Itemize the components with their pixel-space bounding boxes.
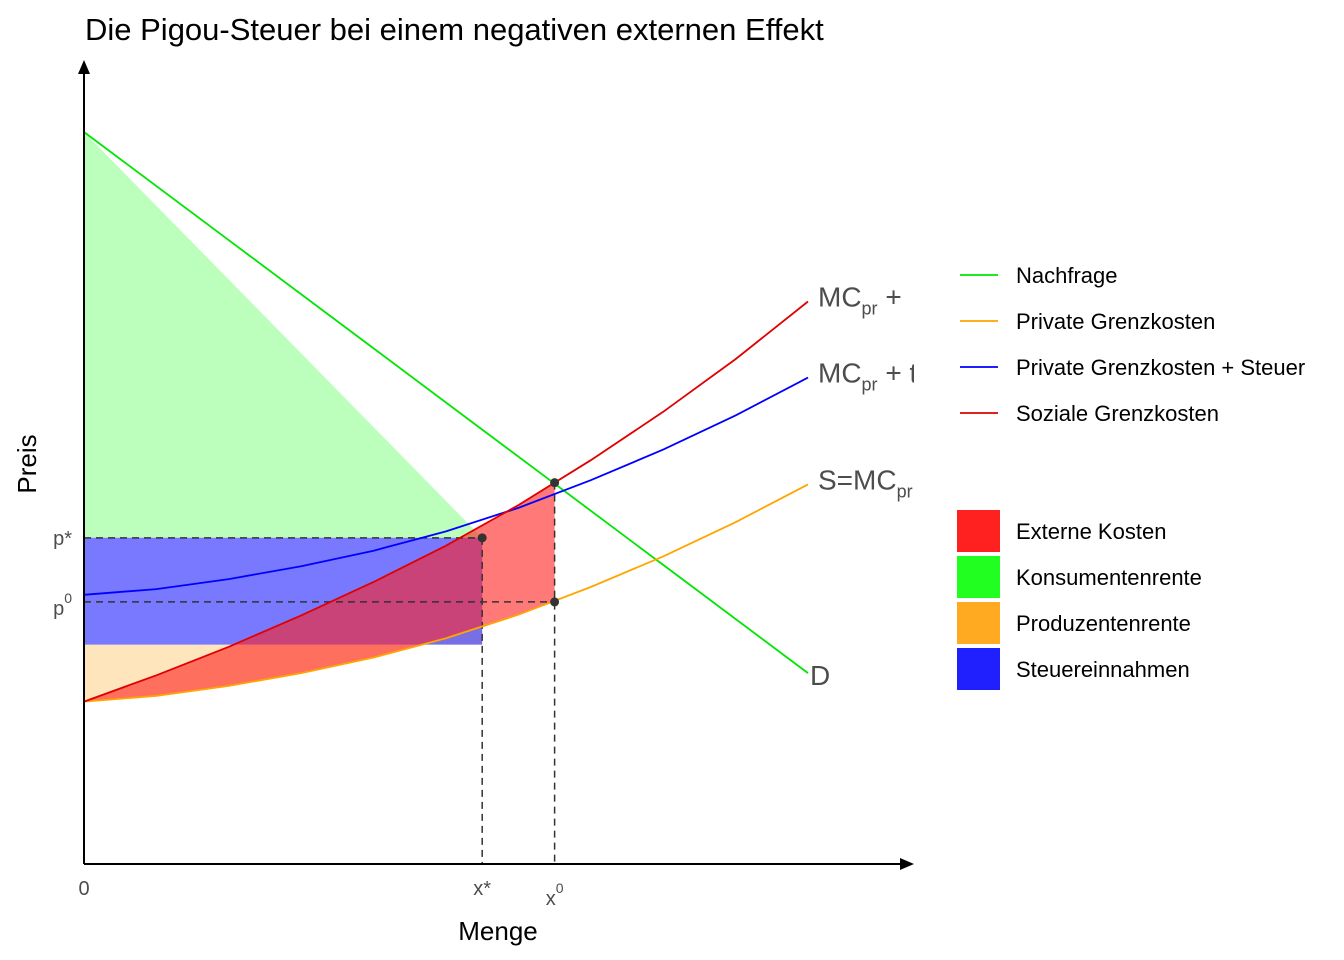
curve-label-sub: pr bbox=[862, 375, 878, 395]
curve-label-suffix: + bbox=[878, 281, 902, 312]
legend-line-label: Soziale Grenzkosten bbox=[1016, 401, 1219, 426]
point-social-cost bbox=[550, 478, 560, 488]
legend-area-label: Externe Kosten bbox=[1016, 519, 1166, 544]
legend-area-key bbox=[957, 648, 1000, 690]
curve-nachfrage bbox=[83, 131, 809, 674]
curve-label: MCpr + bbox=[818, 281, 902, 318]
legend-area-key bbox=[957, 556, 1000, 598]
x-axis-arrow bbox=[900, 858, 914, 870]
curve-private-grenzkosten-steuer bbox=[83, 376, 809, 596]
chart-title: Die Pigou-Steuer bei einem negativen ext… bbox=[85, 12, 824, 47]
legend-lines: Nachfrage Private Grenzkosten Private Gren… bbox=[960, 263, 1305, 426]
legend-areas: Externe Kosten Konsumentenrente Produzente… bbox=[957, 510, 1202, 690]
y-axis-arrow bbox=[78, 60, 90, 74]
curve-labels: MCpr + MCpr + t S=MCpr D bbox=[810, 281, 917, 691]
curve-label: D bbox=[810, 660, 830, 691]
surplus-areas bbox=[84, 132, 555, 702]
x-axis-title: Menge bbox=[458, 916, 538, 946]
curve-soziale-grenzkosten bbox=[83, 300, 809, 703]
curve-label-suffix: + t bbox=[878, 358, 918, 389]
area-konsumentenrente bbox=[84, 132, 483, 538]
y-tick-label: p0 bbox=[53, 590, 72, 620]
area-externe-kosten bbox=[84, 482, 555, 702]
curve-label-sub: pr bbox=[862, 298, 878, 318]
point-optimum bbox=[477, 533, 487, 543]
curve-private-grenzkosten bbox=[83, 483, 809, 703]
legend-area-key bbox=[957, 510, 1000, 552]
legend-area-label: Konsumentenrente bbox=[1016, 565, 1202, 590]
legend-line-label: Private Grenzkosten bbox=[1016, 309, 1215, 334]
y-axis-title: Preis bbox=[12, 434, 42, 493]
curve-label: S=MCpr bbox=[818, 464, 913, 501]
curve-label: MCpr + t bbox=[818, 358, 917, 395]
legend-area-label: Steuereinnahmen bbox=[1016, 657, 1190, 682]
legend-line-label: Nachfrage bbox=[1016, 263, 1118, 288]
legend-area-label: Produzentenrente bbox=[1016, 611, 1191, 636]
x-tick-label: 0 bbox=[78, 878, 89, 900]
legend-area-key bbox=[957, 602, 1000, 644]
x-tick-sup: 0 bbox=[556, 880, 564, 896]
y-tick-sup: 0 bbox=[64, 590, 72, 606]
curve-label-sub: pr bbox=[897, 481, 913, 501]
axes bbox=[78, 60, 914, 870]
x-tick-label: x0 bbox=[546, 880, 564, 910]
x-tick-label: x* bbox=[473, 878, 491, 900]
curves bbox=[83, 131, 809, 703]
legend-line-label: Private Grenzkosten + Steuer bbox=[1016, 355, 1305, 380]
guide-lines bbox=[84, 482, 556, 864]
point-market bbox=[550, 597, 560, 607]
equilibrium-points bbox=[477, 478, 560, 607]
y-tick-label: p* bbox=[53, 528, 72, 550]
